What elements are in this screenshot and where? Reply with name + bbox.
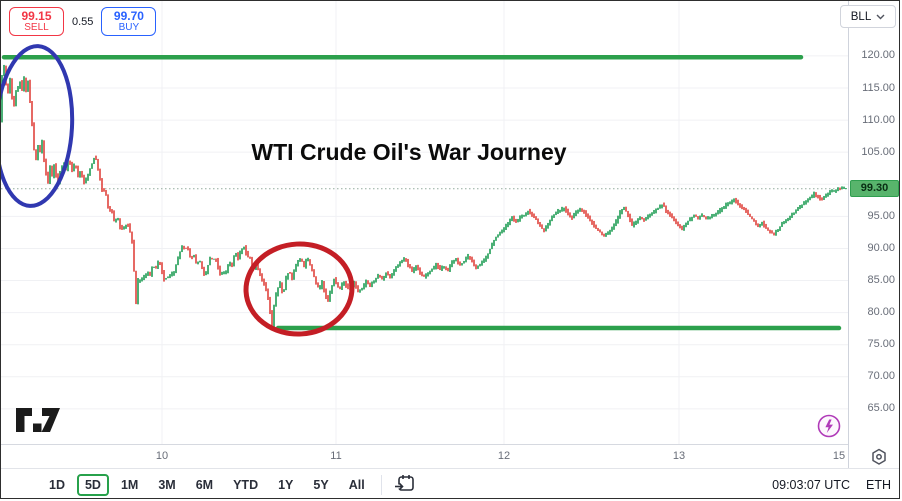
range-button-1Y[interactable]: 1Y bbox=[270, 474, 301, 496]
price-tick-label: 70.00 bbox=[867, 370, 895, 383]
time-tick-label: 10 bbox=[155, 450, 169, 462]
price-axis[interactable]: 120.00 115.00 110.00 105.00 95.00 90.00 85.00 8… bbox=[848, 1, 899, 468]
buy-label: BUY bbox=[118, 21, 140, 33]
time-tick-label: 12 bbox=[497, 450, 511, 462]
price-tick-label: 95.00 bbox=[867, 209, 895, 222]
go-to-date-button[interactable] bbox=[394, 473, 416, 496]
price-chart-svg bbox=[1, 1, 848, 444]
tradingview-logo-icon[interactable] bbox=[15, 407, 61, 434]
time-tick-label: 11 bbox=[330, 450, 342, 462]
price-tick-label: 120.00 bbox=[861, 49, 895, 62]
range-selector: 1D 5D 1M 3M 6M YTD 1Y 5Y All bbox=[41, 473, 373, 496]
price-tick-label: 105.00 bbox=[861, 145, 895, 158]
price-tick-label: 85.00 bbox=[867, 274, 895, 287]
range-button-5Y[interactable]: 5Y bbox=[305, 474, 336, 496]
price-tick-label: 90.00 bbox=[867, 241, 895, 254]
time-axis[interactable]: 10 11 12 13 15 bbox=[1, 444, 848, 468]
toolbar-divider bbox=[380, 474, 382, 495]
gear-icon[interactable] bbox=[869, 447, 891, 467]
sell-label: SELL bbox=[24, 21, 49, 33]
last-price-badge: 99.30 bbox=[850, 180, 899, 198]
unit-selector-dropdown[interactable]: BLL bbox=[840, 5, 896, 28]
range-button-3M[interactable]: 3M bbox=[150, 474, 183, 496]
time-tick-label: 15 bbox=[832, 450, 846, 462]
price-tick-label: 115.00 bbox=[862, 81, 895, 94]
range-button-YTD[interactable]: YTD bbox=[225, 474, 266, 496]
calendar-arrow-icon bbox=[394, 475, 414, 491]
sell-button[interactable]: 99.15 SELL bbox=[9, 7, 64, 36]
bottom-toolbar: 1D 5D 1M 3M 6M YTD 1Y 5Y All 09:03:07 UTC ETH bbox=[1, 468, 899, 498]
price-tick-label: 110.00 bbox=[862, 113, 895, 126]
clock-label[interactable]: 09:03:07 UTC bbox=[772, 477, 850, 492]
chevron-down-icon bbox=[876, 14, 885, 19]
price-tick-label: 75.00 bbox=[867, 338, 895, 351]
range-button-1M[interactable]: 1M bbox=[113, 474, 146, 496]
lightning-icon[interactable] bbox=[817, 414, 841, 438]
toolbar-right: 09:03:07 UTC ETH bbox=[772, 477, 899, 492]
buy-button[interactable]: 99.70 BUY bbox=[101, 7, 157, 36]
price-tick-label: 65.00 bbox=[867, 402, 895, 415]
time-tick-label: 13 bbox=[672, 450, 686, 462]
range-button-5D[interactable]: 5D bbox=[76, 473, 109, 496]
range-button-1D[interactable]: 1D bbox=[41, 474, 73, 496]
chart-title-annotation: WTI Crude Oil's War Journey bbox=[251, 139, 567, 165]
order-panel: 99.15 SELL 0.55 99.70 BUY bbox=[9, 7, 157, 36]
spread-value: 0.55 bbox=[72, 15, 94, 28]
chart-canvas[interactable]: WTI Crude Oil's War Journey 99.15 SELL 0… bbox=[1, 1, 848, 444]
unit-label: BLL bbox=[850, 10, 872, 23]
price-tick-label: 80.00 bbox=[867, 306, 895, 319]
range-button-6M[interactable]: 6M bbox=[188, 474, 221, 496]
sell-price: 99.15 bbox=[21, 8, 52, 23]
buy-price: 99.70 bbox=[113, 8, 144, 23]
session-label[interactable]: ETH bbox=[866, 477, 891, 492]
range-button-All[interactable]: All bbox=[341, 474, 373, 496]
